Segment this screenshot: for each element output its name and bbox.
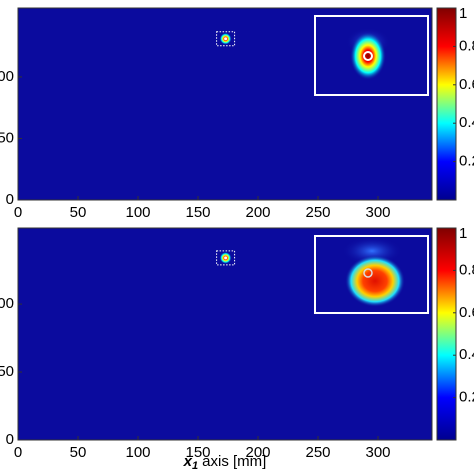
colorbar-tick-label: 0.6 — [459, 304, 474, 321]
colorbar-tick-label: 0.8 — [459, 37, 474, 54]
inset-spot — [350, 32, 386, 80]
x-tick-label: 250 — [305, 444, 330, 461]
x-tick-label: 300 — [365, 444, 390, 461]
x-axis-text: axis [mm] — [202, 453, 266, 470]
colorbar-tick-label: 0.4 — [459, 346, 474, 363]
colorbar-tick-label: 1 — [459, 225, 467, 242]
x-tick-label: 300 — [365, 204, 390, 221]
x-tick-label: 100 — [125, 444, 150, 461]
source-marker — [224, 256, 228, 260]
x-tick-label: 150 — [185, 444, 210, 461]
colorbar-tick-label: 0.2 — [459, 153, 474, 170]
x-axis-subscript: 1 — [192, 460, 198, 472]
colorbar-tick-label: 0.4 — [459, 114, 474, 131]
insets — [314, 15, 429, 314]
zoom-box — [216, 31, 236, 47]
plot-frame — [17, 227, 433, 441]
colorbar — [436, 227, 457, 441]
x-tick-label: 0 — [14, 444, 22, 461]
colorbar-tick-label: 0.6 — [459, 76, 474, 93]
colorbar-tick-label: 0.8 — [459, 261, 474, 278]
y-tick-label: 0 — [6, 191, 14, 208]
inset-spot — [345, 255, 405, 307]
x-tick-label: 200 — [245, 204, 270, 221]
y-tick-label: 50 — [0, 363, 14, 380]
plot-frame — [17, 7, 433, 201]
source-marker — [224, 37, 228, 41]
colorbar-tick-label: 1 — [459, 5, 467, 22]
x-tick-label: 50 — [70, 204, 87, 221]
y-tick-label: 0 — [6, 431, 14, 448]
y-tick-label: 50 — [0, 129, 14, 146]
colorbar — [436, 7, 457, 201]
x-tick-label: 50 — [70, 444, 87, 461]
x-axis-symbol: x — [183, 453, 193, 470]
y-tick-label: 100 — [0, 68, 14, 85]
inset-marker — [363, 51, 373, 61]
inset-marker — [363, 268, 373, 278]
x-tick-label: 250 — [305, 204, 330, 221]
zoom-box — [216, 250, 236, 266]
x-tick-label: 200 — [245, 444, 270, 461]
x-tick-label: 100 — [125, 204, 150, 221]
x-tick-label: 0 — [14, 204, 22, 221]
x-axis-label: x1 axis [mm] — [183, 453, 267, 472]
x-tick-label: 150 — [185, 204, 210, 221]
colorbar-tick-label: 0.2 — [459, 389, 474, 406]
y-tick-label: 100 — [0, 295, 14, 312]
